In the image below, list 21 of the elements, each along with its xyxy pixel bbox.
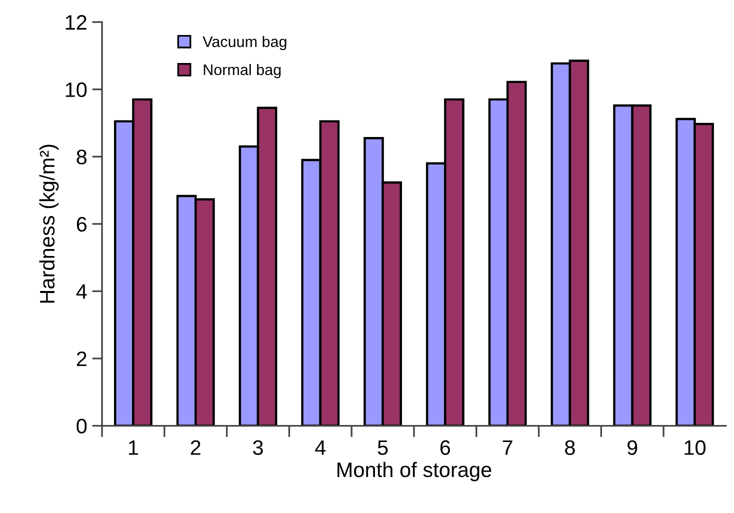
x-tick-label: 5 [378,440,388,455]
x-tick-label: 8 [565,440,575,455]
y-tick-label: 2 [76,352,86,366]
x-axis-title: Month of storage [338,462,492,482]
x-tick-label: 10 [684,440,706,455]
x-tick-label: 1 [129,440,138,455]
y-axis-title: Hardness (kg/m²) [39,144,59,303]
y-tick-label: 0 [76,418,87,434]
y-tick-label: 12 [66,15,86,30]
y-tick-label: 4 [76,284,87,299]
legend-label: Vacuum bag [202,36,286,50]
x-tick-label: 4 [315,440,326,455]
x-tick-label: 2 [190,440,200,455]
y-tick-label: 8 [76,150,87,164]
y-tick-label: 6 [76,216,87,232]
legend-label: Normal bag [204,64,281,78]
y-tick-label: 10 [66,82,87,98]
x-tick-label: 6 [440,440,450,455]
x-tick-label: 7 [502,440,512,455]
x-tick-label: 9 [628,440,638,455]
x-tick-label: 3 [253,440,263,455]
